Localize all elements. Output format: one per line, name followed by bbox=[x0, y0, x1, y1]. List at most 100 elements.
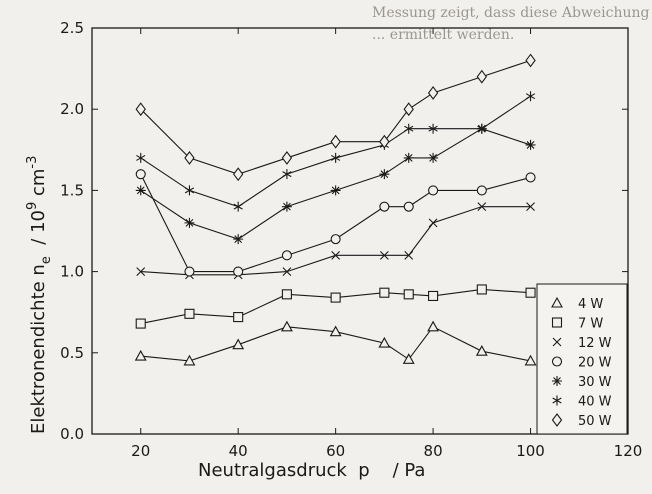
background-text: Messung zeigt, dass diese Abweichung ...… bbox=[372, 2, 652, 46]
y-tick-label: 1.0 bbox=[60, 263, 84, 281]
legend-item: 40 W bbox=[552, 395, 612, 410]
x-tick-label: 60 bbox=[326, 442, 345, 460]
circle-marker bbox=[428, 185, 439, 196]
triangle-marker bbox=[402, 353, 415, 364]
circle-marker bbox=[330, 234, 341, 245]
star-marker bbox=[282, 169, 292, 180]
series-20w bbox=[135, 169, 536, 277]
series-line bbox=[140, 59, 531, 175]
series-line bbox=[140, 288, 531, 325]
x-tick-label: 80 bbox=[424, 442, 443, 460]
square-marker bbox=[476, 284, 487, 295]
legend-label: 30 W bbox=[578, 375, 612, 390]
legend-label: 40 W bbox=[578, 395, 612, 410]
y-tick-label: 1.5 bbox=[60, 181, 84, 199]
star-marker bbox=[331, 152, 341, 163]
asterisk-marker bbox=[184, 217, 195, 228]
triangle-marker bbox=[551, 296, 563, 308]
diamond-marker bbox=[330, 134, 341, 149]
square-marker bbox=[281, 289, 292, 300]
triangle-marker bbox=[378, 336, 391, 348]
circle-marker bbox=[476, 185, 487, 196]
diamond-marker bbox=[281, 151, 293, 165]
y-axis-title-exp-3: -3 bbox=[25, 156, 40, 169]
triangle-marker bbox=[329, 325, 342, 337]
asterisk-marker bbox=[525, 139, 536, 150]
asterisk-marker bbox=[403, 152, 414, 163]
asterisk-marker bbox=[330, 185, 341, 196]
legend-item: 4 W bbox=[551, 296, 603, 312]
axes-ticks: 20 40 60 80 100 120 0.0 0.5 1.0 1.5 2.0 2.5 bbox=[60, 19, 642, 460]
plot-frame bbox=[91, 27, 629, 435]
asterisk-marker bbox=[552, 376, 562, 386]
triangle-marker bbox=[524, 354, 537, 366]
triangle-marker bbox=[427, 320, 440, 332]
star-marker bbox=[184, 185, 195, 196]
x-tick-label: 120 bbox=[614, 442, 643, 460]
series-4w bbox=[134, 320, 537, 366]
y-axis-title-sub: e bbox=[39, 256, 54, 264]
x-tick-label: 40 bbox=[229, 442, 248, 460]
square-marker bbox=[428, 290, 439, 302]
series-50w bbox=[135, 53, 536, 182]
star-marker bbox=[404, 123, 414, 134]
square-marker bbox=[184, 308, 195, 319]
asterisk-marker bbox=[233, 234, 244, 245]
legend: 4 W 7 W 12 W 20 W 30 W 40 W 50 W bbox=[536, 283, 628, 435]
diamond-marker bbox=[184, 151, 195, 165]
x-marker bbox=[331, 250, 341, 260]
series-line bbox=[140, 95, 531, 208]
legend-label: 20 W bbox=[578, 356, 612, 371]
circle-marker bbox=[525, 172, 536, 183]
asterisk-marker bbox=[135, 185, 146, 196]
circle-marker bbox=[379, 201, 390, 212]
asterisk-marker bbox=[379, 169, 390, 180]
legend-label: 50 W bbox=[578, 414, 612, 429]
x-marker bbox=[477, 202, 487, 212]
circle-marker bbox=[135, 169, 146, 180]
series-line bbox=[140, 128, 531, 240]
y-tick-label: 0.5 bbox=[60, 344, 84, 362]
series-layer bbox=[134, 53, 537, 366]
background-text-line-2: ... ermittelt werden. bbox=[372, 27, 515, 43]
y-axis-title-unit: cm bbox=[28, 169, 49, 202]
triangle-marker bbox=[475, 345, 488, 356]
x-marker bbox=[404, 250, 414, 260]
star-marker bbox=[428, 123, 438, 134]
x-marker bbox=[379, 250, 389, 260]
square-marker bbox=[135, 318, 146, 329]
x-tick-label: 100 bbox=[516, 442, 545, 460]
y-tick-label: 0.0 bbox=[60, 425, 84, 443]
x-marker bbox=[526, 202, 535, 212]
circle-marker bbox=[184, 266, 195, 277]
legend-box bbox=[536, 283, 628, 435]
diamond-marker bbox=[232, 167, 244, 182]
circle-marker bbox=[551, 356, 563, 367]
y-axis-title-slash: / 10 bbox=[28, 210, 49, 256]
series-line bbox=[140, 326, 531, 362]
diamond-marker bbox=[403, 102, 414, 117]
circle-marker bbox=[281, 250, 292, 261]
diamond-marker bbox=[551, 413, 563, 427]
diamond-marker bbox=[379, 134, 390, 149]
legend-label: 4 W bbox=[578, 297, 603, 312]
asterisk-marker bbox=[428, 152, 439, 163]
triangle-marker bbox=[232, 338, 245, 350]
legend-label: 12 W bbox=[578, 336, 612, 351]
triangle-marker bbox=[134, 349, 147, 361]
star-marker bbox=[136, 152, 146, 163]
x-marker bbox=[136, 267, 146, 276]
legend-item: 30 W bbox=[552, 375, 612, 390]
square-marker bbox=[551, 317, 563, 328]
diamond-marker bbox=[427, 86, 439, 100]
diamond-marker bbox=[135, 102, 146, 117]
y-axis-title-exp9: 9 bbox=[25, 202, 40, 210]
x-axis-title: Neutralgasdruck p / Pa bbox=[198, 460, 425, 481]
circle-marker bbox=[403, 201, 414, 212]
x-marker bbox=[282, 267, 292, 276]
square-marker bbox=[233, 312, 244, 323]
series-line bbox=[140, 206, 531, 276]
legend-label: 7 W bbox=[578, 317, 603, 332]
series-7w bbox=[135, 284, 536, 329]
